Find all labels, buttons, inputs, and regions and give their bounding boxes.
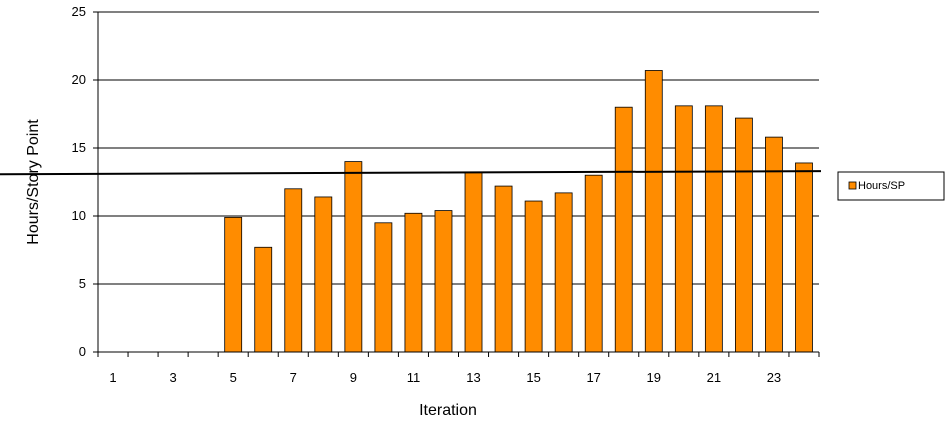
legend: Hours/SP: [837, 171, 945, 201]
bar-iteration-6: [254, 246, 273, 353]
bar-iteration-12: [434, 210, 453, 353]
reference-line: [0, 170, 822, 176]
x-tick-label: 3: [169, 370, 176, 385]
bar-iteration-24: [795, 162, 813, 353]
x-tick-label: 7: [290, 370, 297, 385]
gridlines: [98, 11, 819, 285]
bar-iteration-13: [464, 172, 483, 353]
bar-iteration-19: [644, 70, 663, 353]
bar-iteration-16: [554, 192, 573, 353]
x-ticks: 1 3 5 7 9 11 13 15 17 19 21 23: [97, 352, 820, 385]
bar-iteration-5: [224, 216, 243, 353]
bar-iteration-11: [404, 212, 423, 353]
legend-label: Hours/SP: [858, 180, 905, 192]
legend-swatch: [848, 181, 857, 190]
bar-iteration-14: [494, 185, 513, 353]
x-tick-label: 19: [647, 370, 661, 385]
bar-iteration-15: [524, 200, 543, 353]
x-axis-title: Iteration: [419, 402, 477, 419]
y-tick-label: 10: [72, 208, 86, 223]
bar-iteration-18: [614, 106, 633, 353]
x-tick-label: 23: [767, 370, 781, 385]
x-tick-label: 21: [707, 370, 721, 385]
bar-iteration-20: [674, 105, 693, 353]
x-tick-label: 13: [466, 370, 480, 385]
bar-iteration-9: [344, 161, 363, 353]
bar-iteration-22: [734, 117, 753, 353]
x-tick-label: 1: [109, 370, 116, 385]
bar-iteration-8: [314, 196, 333, 353]
bar-iteration-7: [284, 188, 303, 353]
y-tick-label: 20: [72, 72, 86, 87]
x-tick-label: 17: [586, 370, 600, 385]
x-tick-label: 5: [230, 370, 237, 385]
x-tick-label: 9: [350, 370, 357, 385]
y-tick-label: 25: [72, 4, 86, 19]
x-tick-label: 11: [407, 370, 421, 385]
bar-iteration-10: [374, 222, 393, 353]
bar-iteration-21: [704, 105, 723, 353]
bar-iteration-23: [765, 136, 783, 353]
y-tick-label: 15: [72, 140, 86, 155]
bar-iteration-17: [584, 174, 603, 353]
x-tick-label: 15: [526, 370, 540, 385]
y-axis-title: Hours/Story Point: [25, 119, 42, 245]
y-tick-label: 0: [79, 344, 86, 359]
bars: [224, 70, 813, 353]
y-tick-label: 5: [79, 276, 86, 291]
y-ticks: 0 5 10 15 20 25: [72, 4, 98, 359]
